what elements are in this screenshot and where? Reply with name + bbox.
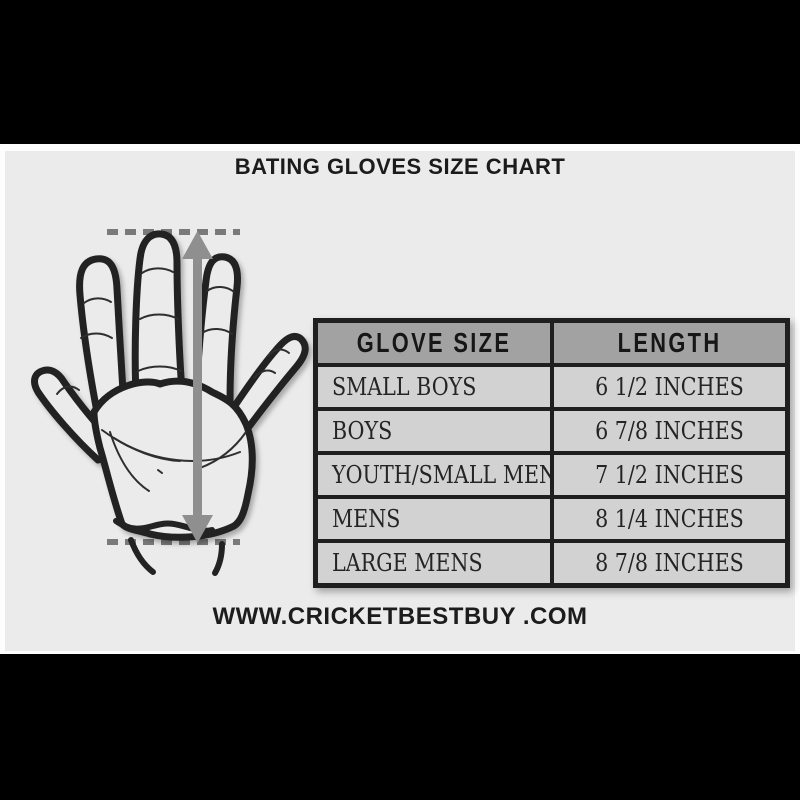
length-cell: 7 1/2 INCHES [549, 451, 790, 499]
column-header-length-label: LENGTH [617, 327, 722, 358]
table-row: BOYS 6 7/8 INCHES [313, 407, 790, 455]
glove-size-cell: BOYS [313, 407, 554, 455]
column-header-length: LENGTH [549, 318, 790, 367]
hand-outline-icon [31, 229, 309, 576]
size-table-header-row: GLOVE SIZE LENGTH [313, 318, 790, 367]
column-header-glove-size-label: GLOVE SIZE [356, 327, 511, 358]
length-cell: 8 1/4 INCHES [549, 495, 790, 543]
glove-size-cell: LARGE MENS [313, 539, 554, 588]
hand-measurement-illustration [23, 207, 315, 599]
length-cell: 8 7/8 INCHES [549, 539, 790, 588]
double-headed-vertical-arrow-icon [182, 231, 213, 543]
size-chart-sheet: BATING GLOVES SIZE CHART [0, 144, 800, 654]
website-url: WWW.CRICKETBESTBUY .COM [212, 603, 588, 630]
size-chart-paper: BATING GLOVES SIZE CHART [5, 151, 795, 651]
letterbox-top [0, 0, 800, 144]
table-row: LARGE MENS 8 7/8 INCHES [313, 539, 790, 588]
glove-size-cell: SMALL BOYS [313, 363, 554, 411]
table-row: YOUTH/SMALL MEN 7 1/2 INCHES [313, 451, 790, 499]
page-title: BATING GLOVES SIZE CHART [234, 154, 566, 179]
length-cell: 6 1/2 INCHES [549, 363, 790, 411]
column-header-glove-size: GLOVE SIZE [313, 318, 554, 367]
length-cell: 6 7/8 INCHES [549, 407, 790, 455]
letterbox-bottom [0, 654, 800, 800]
table-row: MENS 8 1/4 INCHES [313, 495, 790, 543]
hand-crease-lines [56, 267, 290, 492]
table-row: SMALL BOYS 6 1/2 INCHES [313, 363, 790, 411]
glove-size-cell: MENS [313, 495, 554, 543]
glove-size-table: GLOVE SIZE LENGTH SMALL BOYS 6 1/2 INCHE… [313, 318, 790, 588]
glove-size-cell: YOUTH/SMALL MEN [313, 451, 554, 499]
